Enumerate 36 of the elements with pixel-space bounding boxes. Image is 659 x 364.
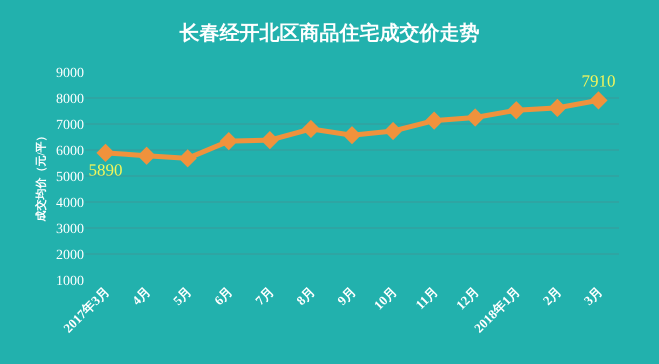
point bbox=[138, 146, 156, 165]
y-tick-label: 6000 bbox=[56, 144, 84, 159]
point bbox=[589, 91, 608, 110]
point bbox=[96, 144, 115, 162]
x-tick-label: 8月 bbox=[293, 284, 318, 308]
point bbox=[220, 132, 238, 150]
x-tick-label: 6月 bbox=[211, 284, 236, 308]
point bbox=[548, 98, 566, 117]
point bbox=[178, 149, 197, 168]
y-tick-label: 4000 bbox=[56, 196, 84, 211]
data-label: 7910 bbox=[581, 71, 616, 90]
x-tick-label: 11月 bbox=[412, 284, 441, 312]
point bbox=[425, 112, 444, 130]
x-tick-label: 10月 bbox=[370, 284, 400, 313]
x-tick-label: 5月 bbox=[170, 284, 194, 308]
y-tick-label: 1000 bbox=[56, 274, 84, 289]
point bbox=[507, 101, 526, 120]
point bbox=[384, 122, 402, 140]
x-tick-label: 12月 bbox=[452, 284, 482, 313]
point bbox=[466, 108, 484, 127]
y-tick-label: 8000 bbox=[56, 92, 84, 107]
y-axis-title: 成交均价（元/平） bbox=[34, 130, 48, 223]
point bbox=[342, 126, 362, 144]
point bbox=[302, 120, 320, 138]
x-tick-label: 4月 bbox=[128, 284, 154, 308]
data-label: 5890 bbox=[88, 160, 123, 180]
x-tick-label: 9月 bbox=[334, 284, 359, 308]
x-tick-label: 2月 bbox=[540, 284, 564, 308]
x-tick-label: 3月 bbox=[580, 284, 606, 308]
y-tick-label: 5000 bbox=[56, 170, 84, 185]
x-tick-label: 7月 bbox=[252, 284, 277, 308]
y-tick-label: 2000 bbox=[56, 248, 84, 263]
chart-title: 长春经开北区商品住宅成交价走势 bbox=[178, 21, 480, 44]
y-tick-label: 7000 bbox=[56, 118, 84, 133]
y-tick-label: 3000 bbox=[56, 222, 84, 237]
y-tick-label: 9000 bbox=[56, 66, 84, 81]
